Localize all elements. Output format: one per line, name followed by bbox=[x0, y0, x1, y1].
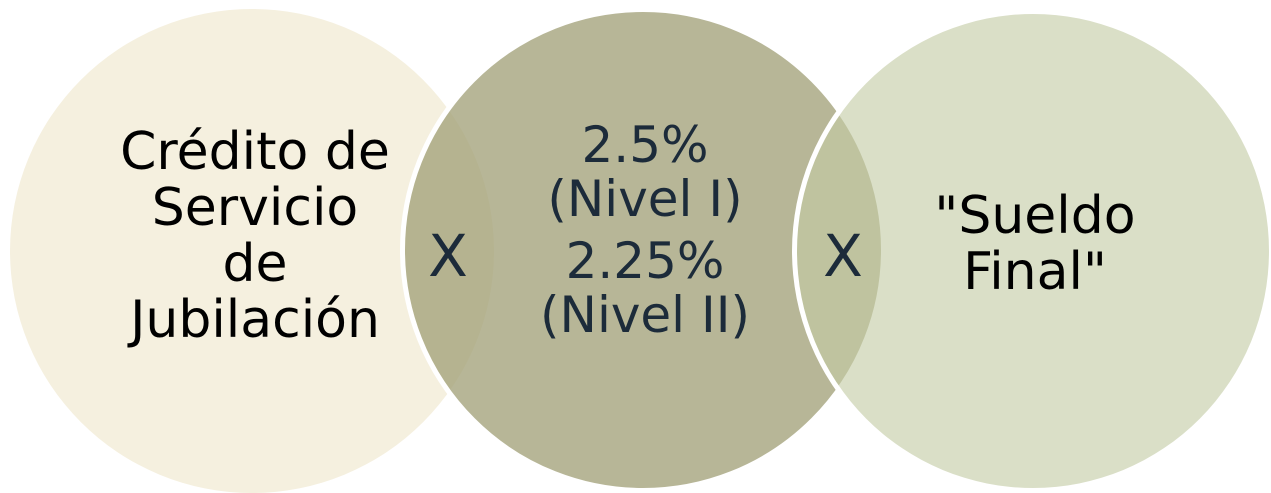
circle-final-salary bbox=[792, 9, 1271, 493]
tier-2-rate: 2.25% bbox=[565, 232, 725, 290]
service-credit-label: Crédito de Servicio de Jubilación bbox=[60, 124, 450, 349]
tier-2-level: (Nivel II) bbox=[540, 286, 750, 344]
final-salary-label: "Sueldo Final" bbox=[885, 188, 1185, 300]
service-credit-line-1: Crédito de bbox=[120, 122, 390, 182]
multiply-operator-1: X bbox=[428, 222, 468, 290]
tier-2-multiplier: 2.25% (Nivel II) bbox=[470, 234, 820, 342]
tier-1-rate: 2.5% bbox=[581, 116, 709, 174]
service-credit-line-4: Jubilación bbox=[130, 290, 380, 351]
multiplier-label: 2.5% (Nivel I) 2.25% (Nivel II) bbox=[470, 118, 820, 350]
tier-1-multiplier: 2.5% (Nivel I) bbox=[470, 118, 820, 226]
final-salary-line-1: "Sueldo bbox=[934, 186, 1136, 246]
multiply-operator-2: X bbox=[823, 222, 863, 290]
service-credit-line-2: Servicio bbox=[151, 178, 359, 239]
service-credit-line-3: de bbox=[222, 234, 288, 295]
tier-1-level: (Nivel I) bbox=[547, 170, 743, 228]
final-salary-line-2: Final" bbox=[963, 242, 1107, 303]
